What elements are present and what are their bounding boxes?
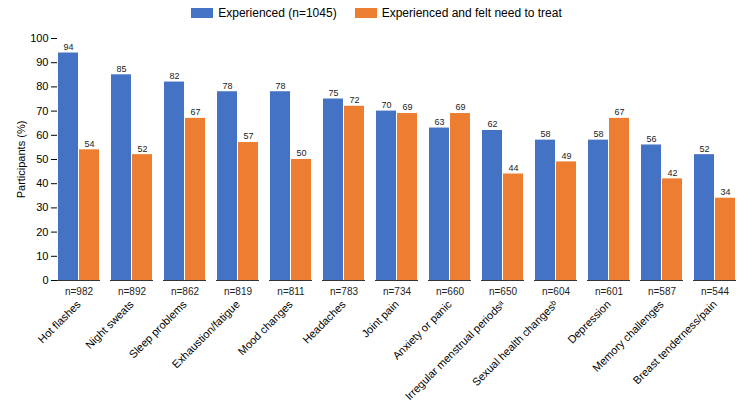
- svg-text:67: 67: [190, 107, 200, 117]
- svg-text:Depression: Depression: [565, 298, 613, 346]
- svg-text:34: 34: [720, 187, 730, 197]
- svg-text:Mood changes: Mood changes: [235, 298, 295, 358]
- svg-text:80: 80: [36, 80, 48, 92]
- svg-text:52: 52: [137, 144, 147, 154]
- svg-text:63: 63: [434, 117, 444, 127]
- svg-text:50: 50: [36, 153, 48, 165]
- svg-text:20: 20: [36, 226, 48, 238]
- svg-text:67: 67: [614, 107, 624, 117]
- svg-text:n=587: n=587: [648, 286, 677, 297]
- svg-text:Memory challenges: Memory challenges: [590, 297, 666, 374]
- svg-text:58: 58: [540, 129, 550, 139]
- svg-text:82: 82: [169, 71, 179, 81]
- svg-text:69: 69: [455, 102, 465, 112]
- svg-text:57: 57: [243, 131, 253, 141]
- svg-text:62: 62: [487, 119, 497, 129]
- svg-text:85: 85: [116, 64, 126, 74]
- svg-text:60: 60: [36, 129, 48, 141]
- svg-text:94: 94: [63, 42, 73, 52]
- svg-text:n=783: n=783: [330, 286, 359, 297]
- svg-text:100: 100: [30, 32, 48, 44]
- svg-text:n=734: n=734: [383, 286, 412, 297]
- svg-text:Anxiety or panic: Anxiety or panic: [390, 297, 454, 362]
- svg-text:90: 90: [36, 56, 48, 68]
- svg-text:50: 50: [296, 148, 306, 158]
- svg-text:40: 40: [36, 177, 48, 189]
- svg-text:n=650: n=650: [489, 286, 518, 297]
- html-text:Experienced (n=1045): Experienced (n=1045): [218, 6, 337, 20]
- svg-text:49: 49: [561, 151, 571, 161]
- svg-text:70: 70: [381, 100, 391, 110]
- svg-text:n=811: n=811: [277, 286, 305, 297]
- svg-text:Headaches: Headaches: [300, 298, 348, 346]
- html-text:Experienced and felt need to t: Experienced and felt need to treat: [381, 6, 562, 20]
- svg-text:n=982: n=982: [65, 286, 94, 297]
- svg-text:Hot flashes: Hot flashes: [36, 298, 84, 346]
- svg-text:n=892: n=892: [118, 286, 147, 297]
- svg-text:56: 56: [646, 134, 656, 144]
- svg-text:58: 58: [593, 129, 603, 139]
- svg-text:n=544: n=544: [701, 286, 730, 297]
- svg-text:n=660: n=660: [436, 286, 465, 297]
- svg-text:Night sweats: Night sweats: [83, 298, 136, 351]
- svg-text:78: 78: [222, 81, 232, 91]
- svg-text:54: 54: [84, 139, 94, 149]
- svg-text:Irregular menstrual periodsᵃ: Irregular menstrual periodsᵃ: [403, 297, 508, 402]
- svg-text:Breast tenderness/pain: Breast tenderness/pain: [630, 298, 718, 386]
- svg-text:69: 69: [402, 102, 412, 112]
- svg-text:52: 52: [699, 144, 709, 154]
- svg-text:Sleep problems: Sleep problems: [126, 297, 189, 361]
- svg-text:78: 78: [275, 81, 285, 91]
- svg-text:n=604: n=604: [542, 286, 571, 297]
- svg-text:n=601: n=601: [595, 286, 624, 297]
- svg-text:72: 72: [349, 95, 359, 105]
- svg-text:Participants (%): Participants (%): [15, 121, 27, 199]
- svg-text:Joint pain: Joint pain: [359, 298, 401, 340]
- svg-text:44: 44: [508, 163, 518, 173]
- svg-text:n=819: n=819: [224, 286, 253, 297]
- svg-text:30: 30: [36, 201, 48, 213]
- svg-text:Exhaustion/fatigue: Exhaustion/fatigue: [169, 298, 241, 370]
- svg-text:n=862: n=862: [171, 286, 200, 297]
- svg-text:10: 10: [36, 250, 48, 262]
- svg-text:70: 70: [36, 105, 48, 117]
- svg-text:75: 75: [328, 88, 338, 98]
- svg-text:0: 0: [42, 274, 48, 286]
- svg-text:42: 42: [667, 168, 677, 178]
- svg-text:Sexual health changesᵇ: Sexual health changesᵇ: [470, 298, 560, 388]
